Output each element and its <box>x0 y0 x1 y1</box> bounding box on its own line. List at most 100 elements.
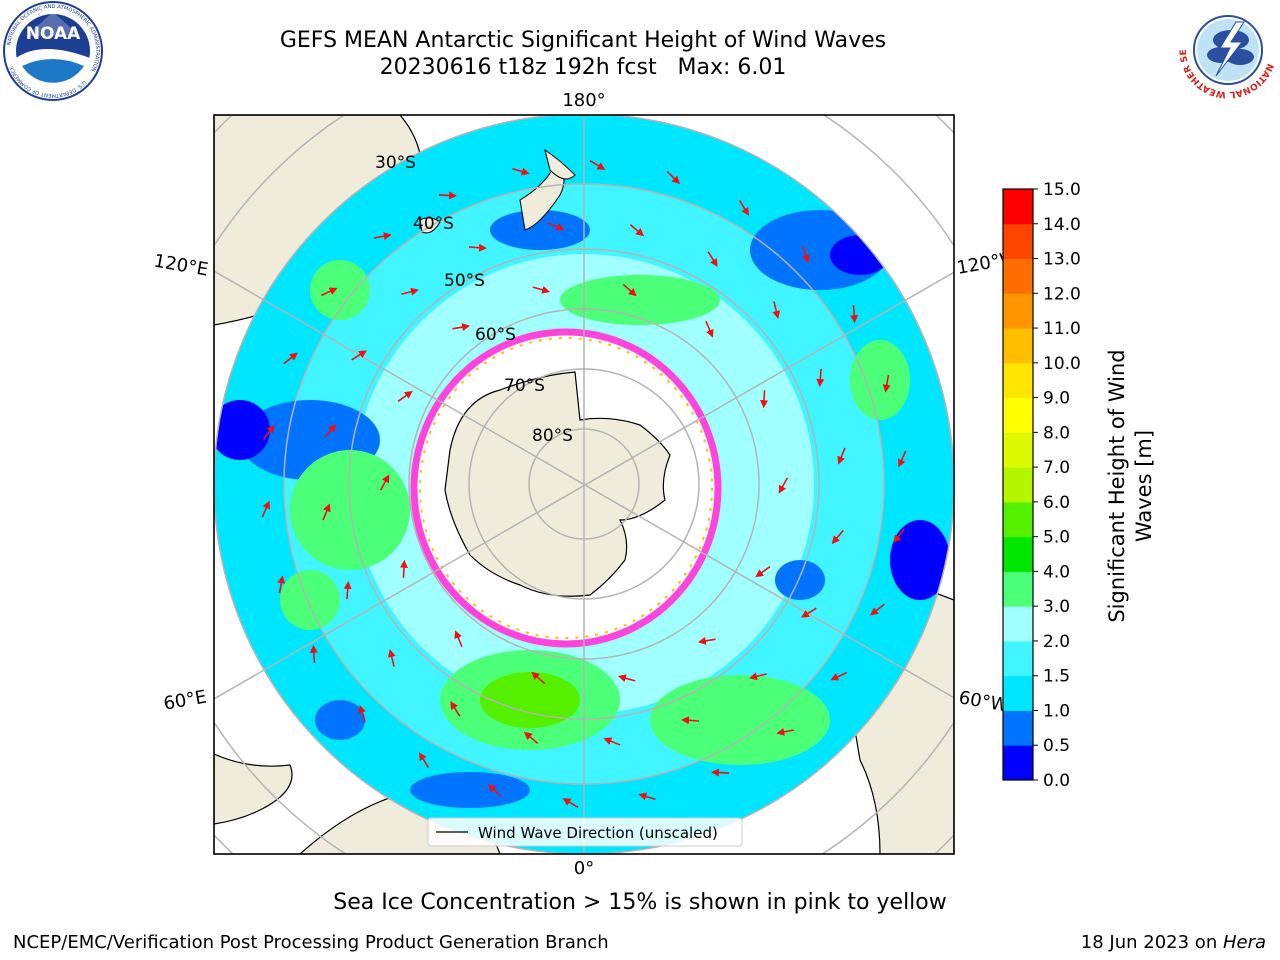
wind-wave-arrow <box>705 320 714 338</box>
colorbar-segment <box>1003 293 1033 329</box>
nws-logo: NATIONAL WEATHER SERVICE <box>1176 0 1276 99</box>
wind-wave-arrow <box>309 644 318 663</box>
wind-wave-arrow <box>454 630 463 648</box>
colorbar-tick-label: 1.5 <box>1043 667 1070 687</box>
lon-label-0: 0° <box>574 858 594 879</box>
lat-label-30s: 30°S <box>375 153 416 173</box>
wind-wave-arrow <box>850 305 859 324</box>
wind-wave-arrow <box>898 450 907 468</box>
wind-wave-arrow <box>772 301 781 319</box>
map-subtitle: 20230616 t18z 192h fcst Max: 6.01 <box>379 55 787 80</box>
wind-wave-arrow <box>870 603 885 616</box>
colorbar-tick-label: 9.0 <box>1043 389 1070 409</box>
colorbar-label-line1: Significant Height of Wind <box>1105 349 1129 622</box>
wind-wave-arrow <box>373 232 392 241</box>
wind-wave-arrow <box>755 566 771 578</box>
colorbar-segment <box>1003 606 1033 642</box>
colorbar-tick-label: 4.0 <box>1043 562 1070 582</box>
wind-wave-arrow <box>320 287 338 297</box>
wind-wave-arrow <box>882 374 891 393</box>
wind-wave-arrow <box>710 768 730 777</box>
lat-label-50s: 50°S <box>444 271 485 291</box>
wind-wave-arrow <box>263 424 275 440</box>
colorbar-tick-label: 10.0 <box>1043 354 1081 374</box>
lat-label-70s: 70°S <box>504 376 545 396</box>
map-frame <box>213 114 955 855</box>
wind-wave-arrow <box>324 423 337 439</box>
wind-wave-arrow <box>283 352 298 365</box>
wind-wave-arrow <box>778 477 789 494</box>
lon-label-180: 180° <box>562 90 605 111</box>
wind-wave-arrow <box>343 581 352 600</box>
colorbar-label-line2: Waves [m] <box>1132 430 1156 542</box>
colorbar-tick-label: 13.0 <box>1043 250 1081 270</box>
wind-wave-arrow <box>261 500 270 518</box>
colorbar-tick-label: 11.0 <box>1043 319 1081 339</box>
colorbar-tick-label: 6.0 <box>1043 493 1070 513</box>
footer-date: 18 Jun 2023 on Hera <box>1081 932 1266 953</box>
colorbar-segment <box>1003 432 1033 468</box>
colorbar-segment <box>1003 710 1033 746</box>
lat-label-60s: 60°S <box>475 325 516 345</box>
wind-wave-arrow <box>322 503 331 521</box>
lon-label-60w: 60°W <box>957 687 1010 716</box>
wind-wave-arrow <box>837 447 846 465</box>
wind-wave-arrow <box>379 474 390 491</box>
wind-wave-arrow <box>801 607 817 618</box>
sea-ice-note: Sea Ice Concentration > 15% is shown in … <box>333 890 947 915</box>
wind-wave-arrow <box>562 798 579 809</box>
colorbar-segment <box>1003 328 1033 364</box>
colorbar-tick-label: 0.5 <box>1043 736 1070 756</box>
colorbar-segment <box>1003 397 1033 433</box>
wind-wave-arrow <box>603 737 621 746</box>
lat-label-80s: 80°S <box>532 426 573 446</box>
colorbar-tick-label: 2.0 <box>1043 632 1070 652</box>
wind-wave-arrow <box>749 672 767 681</box>
lon-label-120e: 120°E <box>152 250 210 280</box>
wind-wave-arrow <box>589 159 606 170</box>
noaa-logo-text: NOAA <box>26 24 81 44</box>
wind-wave-arrow <box>531 671 546 685</box>
wind-wave-arrow <box>351 350 367 361</box>
map-legend: Wind Wave Direction (unscaled) <box>427 817 743 847</box>
colorbar-segment <box>1003 571 1033 607</box>
colorbar-segment <box>1003 258 1033 294</box>
wind-wave-arrow <box>277 575 286 594</box>
wind-wave-arrow <box>629 224 645 237</box>
latitude-labels: 30°S 40°S 50°S 60°S 70°S 80°S <box>375 153 573 446</box>
colorbar-tick-label: 7.0 <box>1043 458 1070 478</box>
wind-wave-arrow <box>681 716 700 725</box>
wind-wave-arrow <box>387 649 396 667</box>
footer-date-text: 18 Jun 2023 on <box>1080 932 1223 953</box>
wind-wave-arrow <box>397 390 413 402</box>
wind-wave-arrow <box>638 792 656 801</box>
noaa-logo: NOAA NATIONAL OCEANIC AND ATMOSPHERIC AD… <box>3 1 103 101</box>
wind-wave-arrow <box>617 674 636 683</box>
wind-wave-arrow <box>523 731 539 744</box>
wind-wave-arrow <box>738 200 749 216</box>
colorbar-segment <box>1003 640 1033 677</box>
wind-wave-arrow <box>816 368 825 387</box>
wind-wave-arrow <box>697 636 716 645</box>
colorbar-segment <box>1003 362 1033 399</box>
wind-wave-arrow <box>622 283 637 297</box>
colorbar-tick-label: 8.0 <box>1043 423 1070 443</box>
colorbar-tick-label: 1.0 <box>1043 701 1070 721</box>
colorbar-tick-label: 15.0 <box>1043 180 1081 200</box>
colorbar-tick-label: 12.0 <box>1043 284 1081 304</box>
wind-wave-arrows <box>261 159 907 809</box>
wind-wave-arrow <box>547 222 565 231</box>
colorbar-frame <box>1002 188 1034 781</box>
colorbar-segment <box>1003 223 1033 260</box>
colorbar-segment <box>1003 675 1033 711</box>
colorbar-tick-label: 3.0 <box>1043 597 1070 617</box>
wind-wave-arrow <box>401 287 419 296</box>
legend-label: Wind Wave Direction (unscaled) <box>478 824 718 842</box>
colorbar-segment <box>1003 189 1033 225</box>
wind-wave-arrow <box>438 191 458 200</box>
wind-wave-arrow <box>707 251 718 267</box>
wind-wave-arrow <box>399 559 408 578</box>
lon-label-60e: 60°E <box>162 686 208 714</box>
colorbar: 0.0 0.5 1.0 1.5 2.0 3.0 4.0 5.0 6.0 7.0 8.0 9.0 10.0… <box>1002 180 1081 791</box>
